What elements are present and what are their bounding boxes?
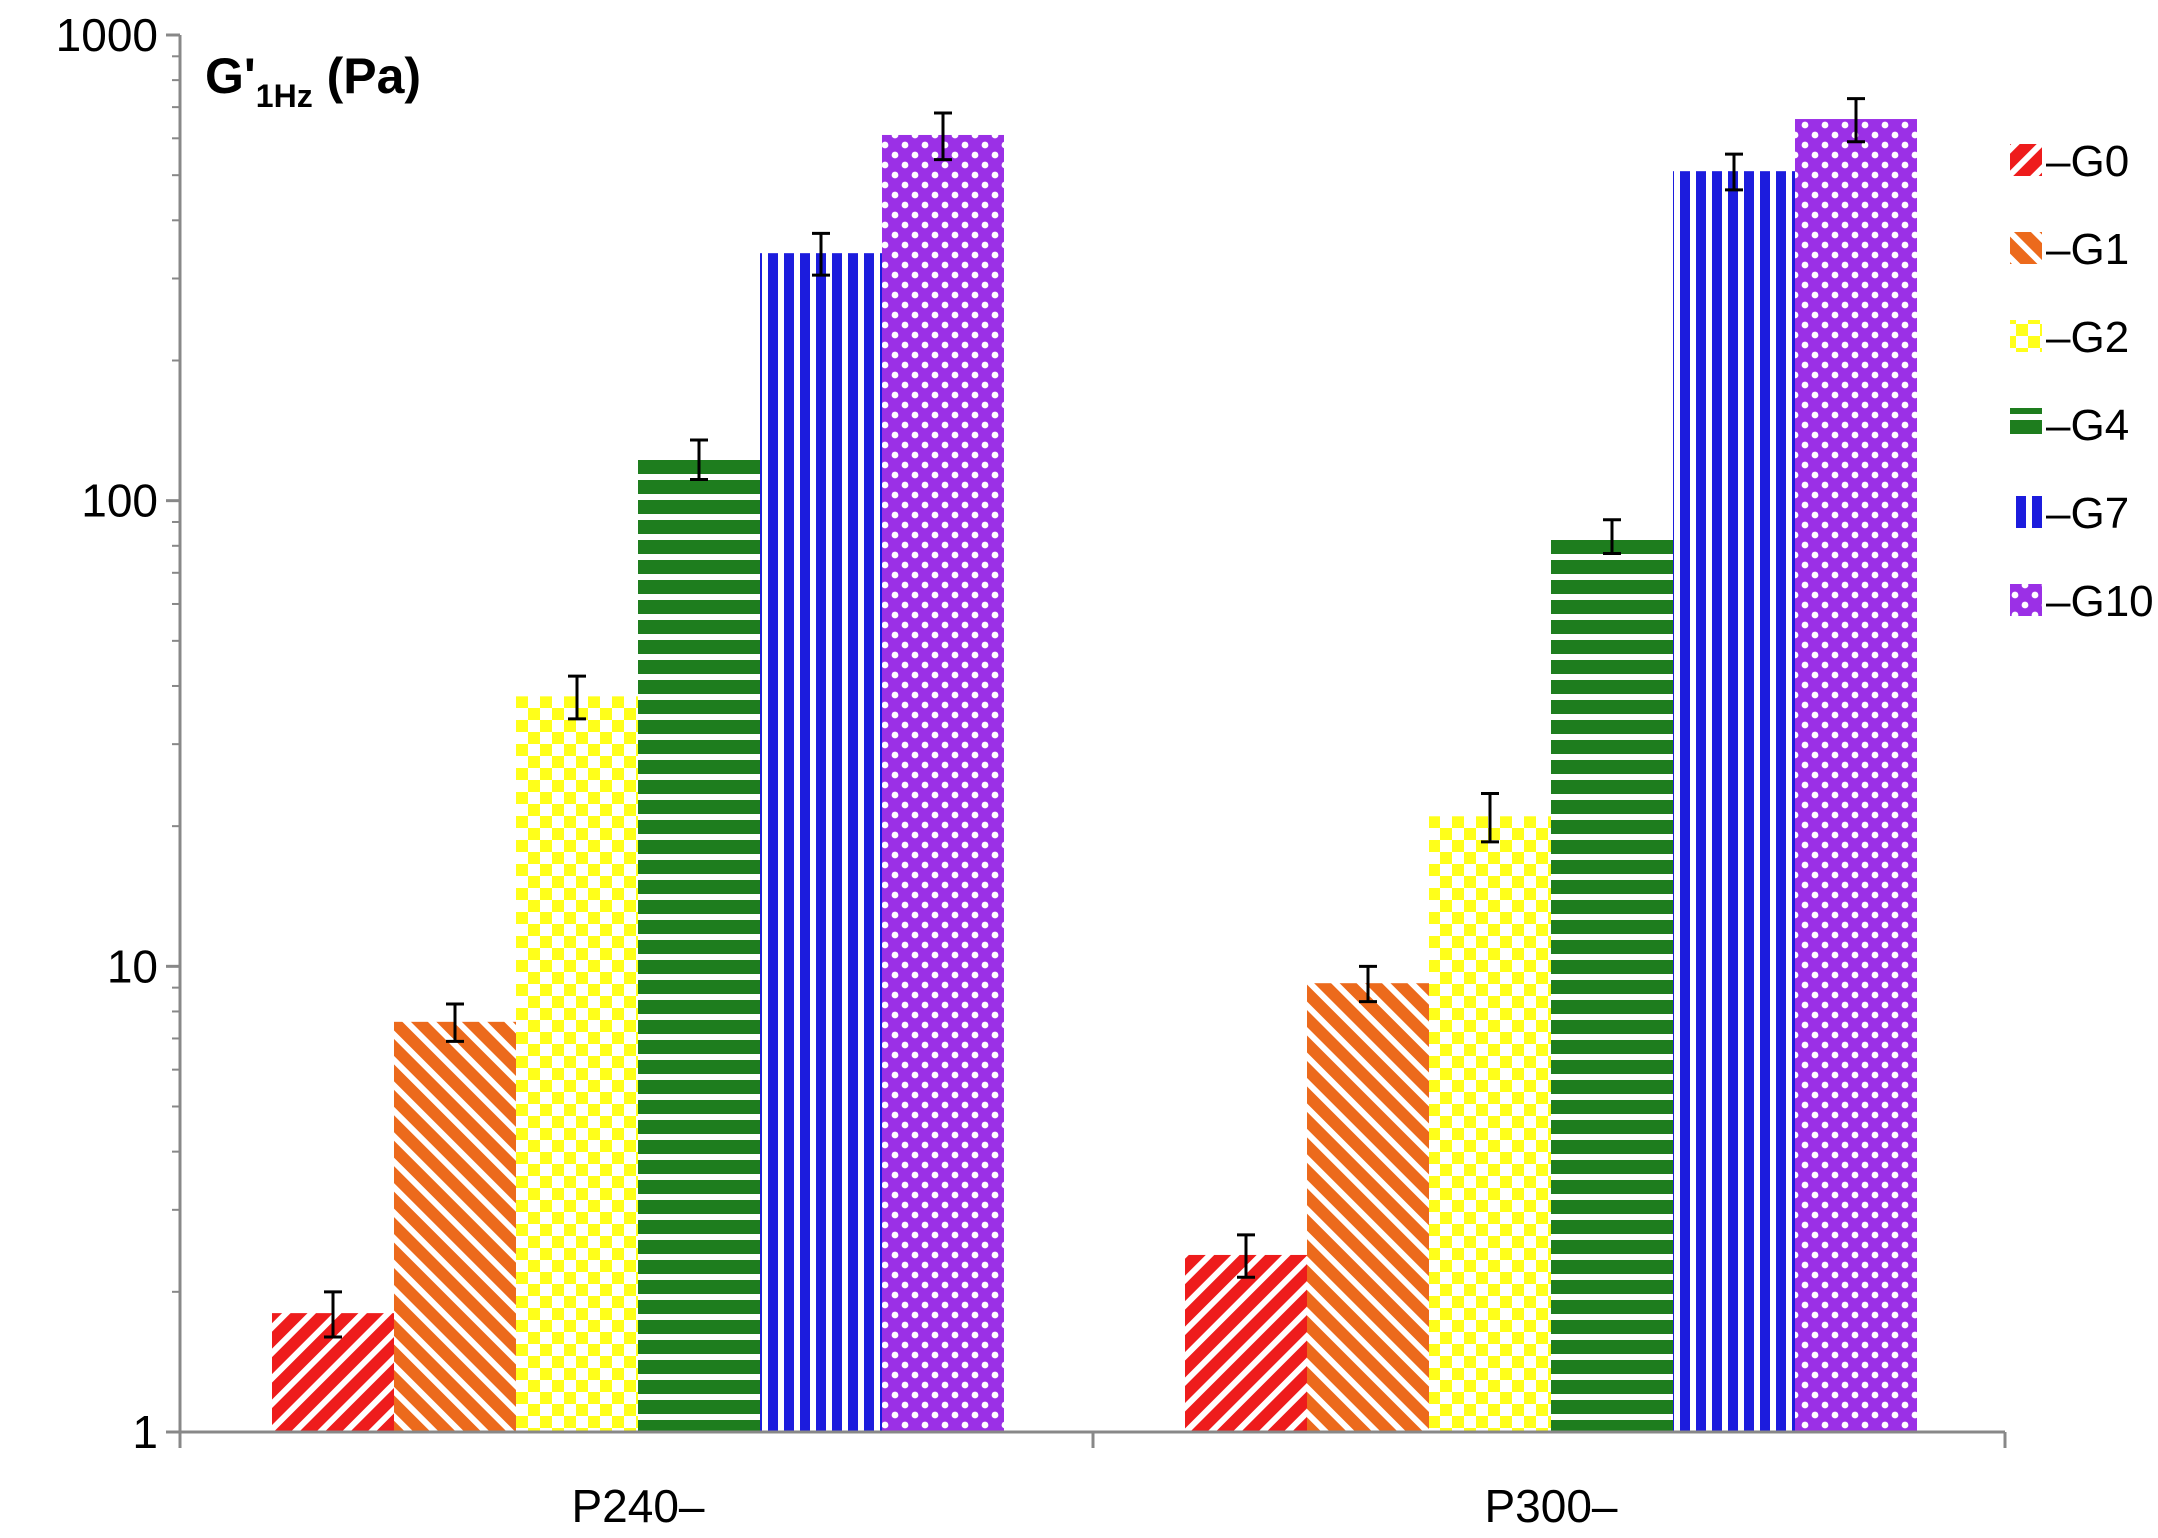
title-unit: (Pa) [313, 48, 421, 104]
bar-g10-1 [882, 134, 1004, 1433]
bar-g7-1 [760, 253, 882, 1432]
bar-g0-2 [1185, 1254, 1307, 1432]
legend-swatch [2010, 496, 2042, 528]
error-bar [1725, 152, 1743, 192]
legend-item: –G4 [2010, 401, 2129, 450]
bar-g4-1 [638, 458, 760, 1432]
legend-item: –G10 [2010, 577, 2154, 626]
y-tick-label: 1 [132, 1406, 158, 1458]
legend-swatch [2010, 232, 2042, 264]
bars-layer [272, 119, 1917, 1433]
error-bar [568, 674, 586, 721]
error-bar [446, 1002, 464, 1043]
legend-label: –G1 [2046, 225, 2129, 274]
bar-g1-1 [394, 1021, 516, 1432]
x-category-label: P300– [1484, 1480, 1617, 1532]
legend-label: –G7 [2046, 489, 2129, 538]
error-bar [1603, 518, 1621, 556]
legend: –G0 –G1 –G2 –G4 –G7 –G10 [2010, 137, 2154, 626]
legend-label: –G0 [2046, 137, 2129, 186]
legend-label: –G10 [2046, 577, 2154, 626]
bar-g2-2 [1429, 816, 1551, 1432]
error-bar [1481, 792, 1499, 844]
axes-layer: 1 10 100 1000 P240– P300– [56, 9, 2007, 1532]
y-tick-label: 1000 [56, 9, 158, 61]
legend-label: –G2 [2046, 313, 2129, 362]
error-bar [934, 111, 952, 162]
y-tick-label: 100 [81, 475, 158, 527]
title-main: G' [205, 48, 256, 104]
error-bar [812, 231, 830, 277]
legend-swatch [2010, 144, 2042, 176]
error-bars-layer [324, 97, 1865, 1339]
legend-item: –G7 [2010, 489, 2129, 538]
legend-item: –G0 [2010, 137, 2129, 186]
y-tick-label: 10 [107, 940, 158, 992]
error-bar [1237, 1233, 1255, 1279]
error-bar [690, 438, 708, 482]
legend-item: –G1 [2010, 225, 2129, 274]
title-subscript: 1Hz [256, 78, 313, 114]
legend-swatch [2010, 408, 2042, 440]
bar-g4-2 [1551, 535, 1673, 1432]
error-bar [324, 1290, 342, 1339]
legend-swatch [2010, 320, 2042, 352]
bar-g7-2 [1673, 171, 1795, 1433]
x-category-label: P240– [571, 1480, 704, 1532]
y-axis-title: G'1Hz (Pa) [205, 48, 421, 114]
error-bar [1847, 97, 1865, 144]
bar-g1-2 [1307, 983, 1429, 1432]
legend-label: –G4 [2046, 401, 2129, 450]
error-bar [1359, 964, 1377, 1004]
bar-g10-2 [1795, 119, 1917, 1433]
legend-item: –G2 [2010, 313, 2129, 362]
legend-swatch [2010, 584, 2042, 616]
bar-g2-1 [516, 696, 638, 1432]
